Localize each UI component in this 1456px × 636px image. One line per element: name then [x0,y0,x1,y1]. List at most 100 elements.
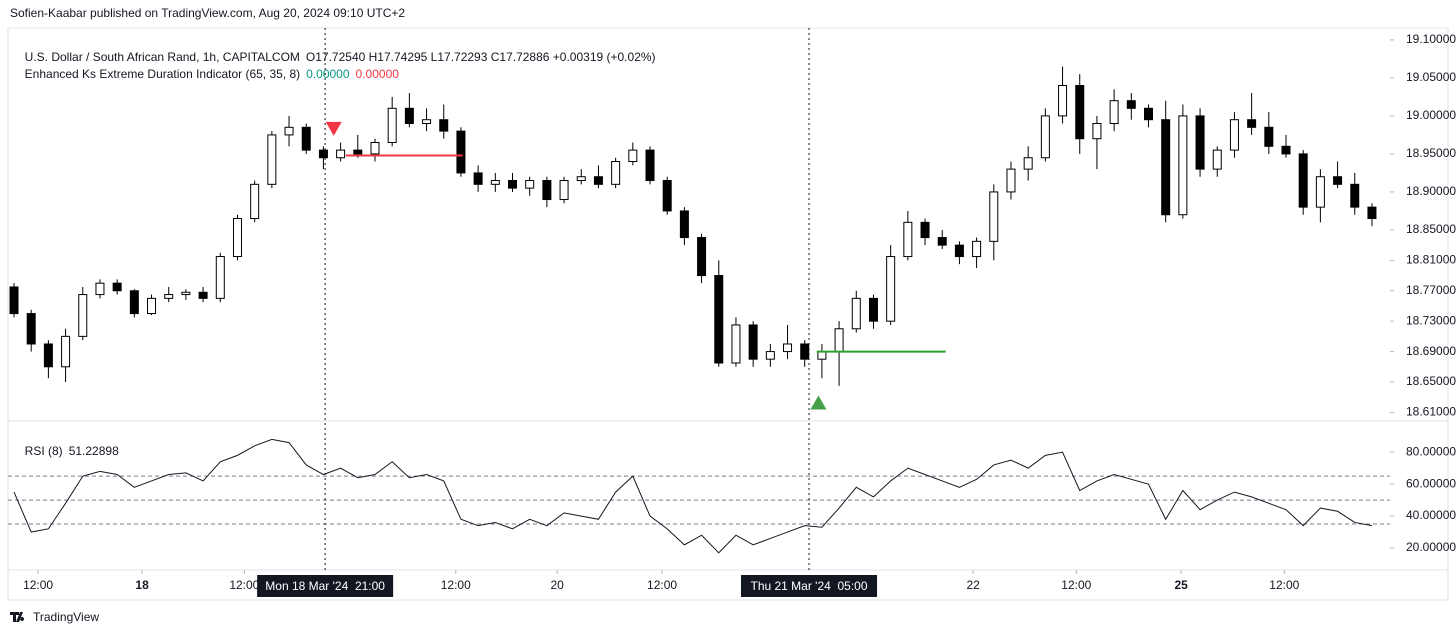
candle-body [559,180,569,201]
candle-body [1040,115,1050,159]
candle-body [1161,119,1171,216]
candle-body [1058,84,1068,117]
candle-body [61,335,71,368]
candle-body [1298,153,1308,208]
candle-body [181,291,191,296]
candle-body [78,294,88,337]
candle-body [714,275,724,364]
candle-body [576,176,586,182]
rsi-legend: RSI (8) 51.22898 [18,430,125,458]
x-tick-label: 25 [1174,578,1188,592]
crosshair-label-box [257,575,394,597]
candle-body [886,256,896,322]
rsi-last-value: 51.22898 [68,444,119,458]
candle-body [198,291,208,299]
candle-body [1006,168,1016,193]
crosshair-label: Mon 18 Mar '24 21:00 [265,579,385,593]
x-tick-label: 12:00 [647,578,677,592]
y-tick-label: 19.05000 [1406,70,1456,84]
candle-body [800,343,810,360]
candle-body [834,328,844,353]
footer-brand: TradingView [33,610,99,624]
candle-body [1350,183,1360,208]
signal-marker [325,121,342,136]
candle-body [370,142,380,155]
candle-body [1229,119,1239,151]
candle-body [1367,206,1377,220]
candle-body [95,282,105,296]
candle-body [490,180,500,185]
candle-body [336,149,346,159]
candle-body [353,149,363,155]
x-tick-label: 12:00 [1269,578,1299,592]
ohlc: O17.72540 H17.74295 L17.72293 C17.72886 … [305,50,656,64]
candle-body [26,313,36,345]
candle-body [112,282,122,292]
y-tick-label: 18.65000 [1406,374,1456,388]
candle-body [748,324,758,360]
candle-body [507,180,517,189]
frame [7,27,1449,601]
indicator-value: 0.00000 [355,67,399,81]
candle-body [679,210,689,239]
y-tick-label: 20.00000 [1406,540,1456,554]
candle-body [456,130,466,174]
price-legend: U.S. Dollar / South African Rand, 1h, CA… [18,36,662,64]
candle-body [164,294,174,299]
candle-body [765,351,775,360]
x-tick-label: 18 [135,578,149,592]
candle-body [1333,176,1343,185]
candle-body [1264,126,1274,147]
candle-body [404,107,414,125]
candle-body [954,244,964,258]
candle-body [662,180,672,212]
candle-body [783,343,793,353]
candle-body [1212,149,1222,170]
candle-body [232,218,242,258]
candle-body [1247,119,1257,128]
candle-body [215,256,225,299]
y-tick-label: 19.00000 [1406,108,1456,122]
candle-body [697,237,707,277]
indicator-name: Enhanced Ks Extreme Duration Indicator (… [24,67,301,81]
candle-body [43,343,53,368]
candle-body [628,149,638,163]
x-tick-label: 22 [966,578,980,592]
candle-body [920,221,930,239]
indicator-values: 0.00000 0.00000 [306,67,405,81]
indicator-legend: Enhanced Ks Extreme Duration Indicator (… [18,53,411,81]
y-tick-label: 80.00000 [1406,444,1456,458]
candle-body [284,126,294,136]
logo [10,612,25,622]
y-tick-label: 18.95000 [1406,146,1456,160]
y-tick-label: 40.00000 [1406,508,1456,522]
y-tick-label: 18.73000 [1406,313,1456,327]
x-tick-label: 20 [551,578,565,592]
candle-body [422,119,432,125]
crosshair-label: Thu 21 Mar '24 05:00 [750,579,867,593]
crosshair-label-box [741,575,878,597]
candle-body [473,172,483,185]
y-tick-label: 18.61000 [1406,405,1456,419]
y-tick-label: 19.10000 [1406,32,1456,46]
y-tick-label: 18.77000 [1406,283,1456,297]
y-tick-label: 18.81000 [1406,253,1456,267]
candle-body [1075,84,1085,140]
candle-body [301,126,311,151]
candle-body [129,290,139,315]
candle-body [9,286,19,315]
candle-body [318,149,328,159]
candle-body [439,119,449,132]
candle-body [267,134,277,185]
x-tick-label: 12:00 [1061,578,1091,592]
candle-body [1109,100,1119,125]
candle-body [1281,145,1291,155]
candle-body [868,297,878,322]
x-tick-label: 12:00 [441,578,471,592]
y-tick-label: 18.69000 [1406,344,1456,358]
candle-body [937,237,947,246]
candle-body [989,191,999,242]
rsi-title: RSI (8) [24,444,63,458]
